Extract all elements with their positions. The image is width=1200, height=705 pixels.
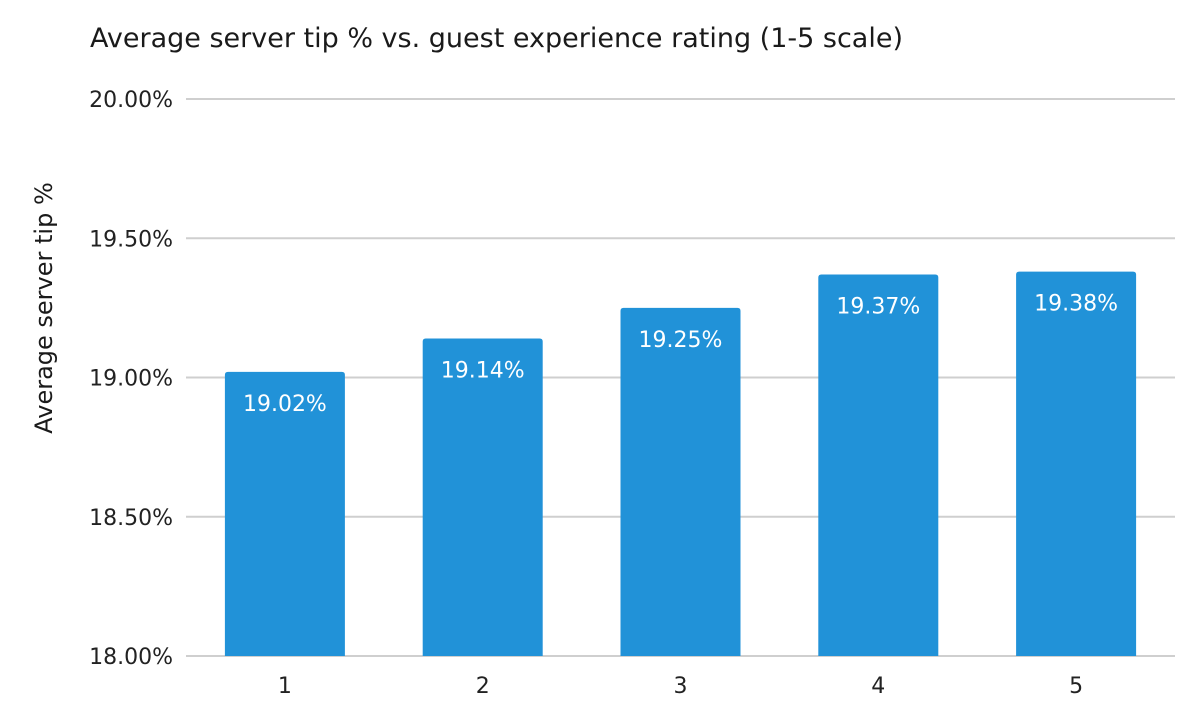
data-label: 19.02%	[243, 392, 327, 417]
bar	[224, 371, 345, 656]
bar	[422, 338, 543, 656]
y-tick-label: 18.00%	[89, 645, 173, 670]
bar	[620, 307, 741, 656]
bar	[1016, 271, 1137, 656]
y-tick-label: 19.00%	[89, 367, 173, 392]
bars	[224, 271, 1137, 656]
y-tick-labels: 18.00% 18.50% 19.00% 19.50% 20.00%	[89, 88, 173, 670]
data-label: 19.37%	[836, 294, 920, 319]
y-axis-label: Average server tip %	[30, 182, 58, 434]
data-label: 19.38%	[1034, 292, 1118, 317]
x-tick-label: 4	[871, 674, 885, 699]
data-labels: 19.02% 19.14% 19.25% 19.37% 19.38%	[243, 292, 1118, 417]
bar	[818, 274, 939, 656]
x-tick-label: 5	[1069, 674, 1083, 699]
data-label: 19.25%	[639, 328, 723, 353]
data-label: 19.14%	[441, 359, 525, 384]
x-tick-labels: 1 2 3 4 5	[278, 674, 1083, 699]
y-tick-label: 20.00%	[89, 88, 173, 113]
x-tick-label: 3	[674, 674, 688, 699]
x-tick-label: 1	[278, 674, 292, 699]
y-tick-label: 19.50%	[89, 227, 173, 252]
chart-title: Average server tip % vs. guest experienc…	[90, 23, 903, 54]
x-tick-label: 2	[476, 674, 490, 699]
y-tick-label: 18.50%	[89, 506, 173, 531]
